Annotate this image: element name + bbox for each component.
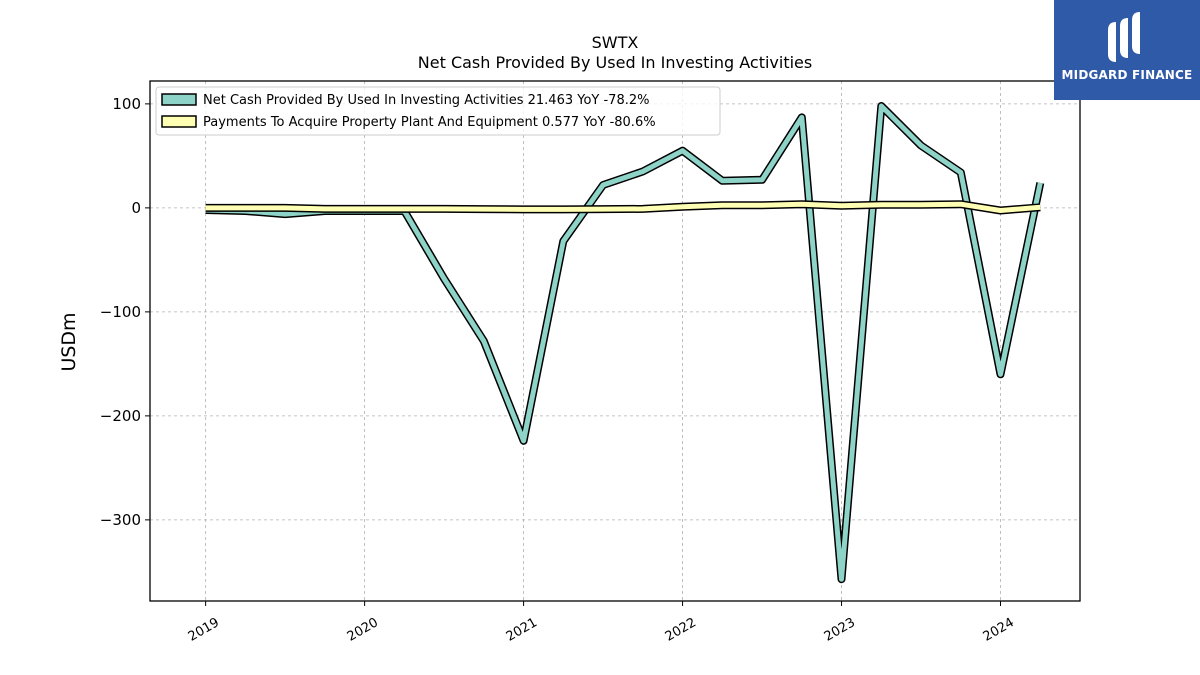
x-tick-label: 2020	[345, 615, 381, 645]
legend-swatch-net-cash	[161, 93, 197, 106]
brand-logo: MIDGARD FINANCE	[1054, 0, 1200, 100]
chart-title: SWTX	[592, 33, 639, 52]
series-line-0	[205, 103, 1043, 582]
y-tick-label: −100	[100, 303, 141, 321]
legend-label-capex: Payments To Acquire Property Plant And E…	[203, 115, 656, 130]
x-tick-label: 2021	[504, 615, 540, 645]
x-tick-label: 2022	[663, 615, 699, 645]
series-line-1	[205, 201, 1041, 213]
legend-swatch-capex	[161, 115, 197, 128]
legend: Net Cash Provided By Used In Investing A…	[155, 86, 721, 136]
y-tick-label: −300	[100, 511, 141, 529]
x-tick-label: 2019	[186, 615, 222, 645]
x-tick-label: 2024	[981, 615, 1017, 645]
logo-text: MIDGARD FINANCE	[1061, 68, 1193, 82]
logo-mark-icon	[1108, 12, 1140, 62]
y-tick-label: −200	[100, 407, 141, 425]
legend-box	[155, 86, 721, 136]
y-tick-label: 100	[112, 95, 141, 113]
plot-frame	[149, 80, 1081, 602]
chart-subtitle: Net Cash Provided By Used In Investing A…	[418, 53, 812, 72]
y-tick-label: 0	[131, 199, 141, 217]
x-tick-label: 2023	[822, 615, 858, 645]
y-axis-label: USDm	[58, 312, 80, 371]
series-layer	[205, 102, 1045, 584]
legend-label-net-cash: Net Cash Provided By Used In Investing A…	[203, 93, 649, 108]
